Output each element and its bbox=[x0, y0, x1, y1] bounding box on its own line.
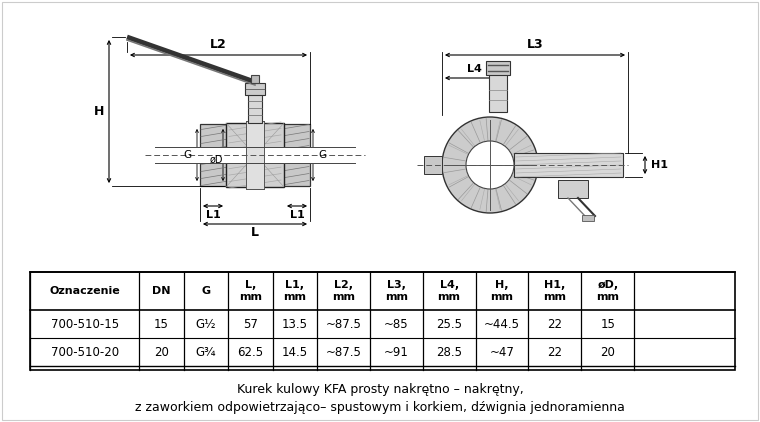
Text: 57: 57 bbox=[243, 317, 258, 330]
Text: H1: H1 bbox=[651, 160, 667, 170]
Bar bbox=[278, 124, 310, 186]
Text: z zaworkiem odpowietrzająco– spustowym i korkiem, dźwignia jednoramienna: z zaworkiem odpowietrzająco– spustowym i… bbox=[135, 401, 625, 414]
Circle shape bbox=[466, 141, 514, 189]
Bar bbox=[200, 124, 232, 186]
Text: H,
mm: H, mm bbox=[490, 280, 514, 302]
Text: 20: 20 bbox=[600, 346, 615, 359]
Text: G: G bbox=[184, 150, 192, 160]
Bar bbox=[558, 180, 588, 198]
Text: 22: 22 bbox=[547, 346, 562, 359]
Bar bbox=[246, 121, 264, 189]
Text: øD,
mm: øD, mm bbox=[597, 280, 619, 302]
Text: 25.5: 25.5 bbox=[436, 317, 462, 330]
Bar bbox=[514, 153, 623, 177]
Text: L3,
mm: L3, mm bbox=[385, 280, 408, 302]
Text: L4: L4 bbox=[467, 64, 482, 74]
Text: H: H bbox=[93, 105, 104, 118]
Text: ~47: ~47 bbox=[489, 346, 515, 359]
Text: H1,
mm: H1, mm bbox=[543, 280, 566, 302]
Text: ~87.5: ~87.5 bbox=[325, 317, 361, 330]
Bar bbox=[155, 147, 355, 163]
Text: 15: 15 bbox=[154, 317, 169, 330]
Text: 14.5: 14.5 bbox=[282, 346, 308, 359]
Text: 22: 22 bbox=[547, 317, 562, 330]
Text: G¾: G¾ bbox=[195, 346, 216, 359]
Text: L4,
mm: L4, mm bbox=[438, 280, 461, 302]
Text: L1: L1 bbox=[290, 210, 304, 220]
Text: G: G bbox=[318, 150, 326, 160]
Text: L2: L2 bbox=[210, 38, 227, 51]
Text: 13.5: 13.5 bbox=[282, 317, 308, 330]
Bar bbox=[251, 75, 259, 83]
Text: Oznaczenie: Oznaczenie bbox=[49, 286, 120, 296]
Text: ~44.5: ~44.5 bbox=[484, 317, 520, 330]
Text: ~87.5: ~87.5 bbox=[325, 346, 361, 359]
Bar bbox=[489, 72, 507, 112]
Bar bbox=[248, 93, 262, 123]
Text: G: G bbox=[201, 286, 211, 296]
Text: L3: L3 bbox=[527, 38, 543, 51]
Text: ~91: ~91 bbox=[384, 346, 409, 359]
Text: Kurek kulowy KFA prosty nakrętno – nakrętny,: Kurek kulowy KFA prosty nakrętno – nakrę… bbox=[236, 384, 524, 397]
Bar bbox=[30, 272, 735, 370]
Text: ~85: ~85 bbox=[384, 317, 409, 330]
Text: DN: DN bbox=[152, 286, 171, 296]
Bar bbox=[582, 215, 594, 221]
Text: G½: G½ bbox=[195, 317, 216, 330]
Text: L1: L1 bbox=[206, 210, 220, 220]
Text: 28.5: 28.5 bbox=[436, 346, 462, 359]
Text: L2,
mm: L2, mm bbox=[332, 280, 355, 302]
Bar bbox=[424, 156, 442, 174]
Text: 700-510-20: 700-510-20 bbox=[51, 346, 119, 359]
Text: L,
mm: L, mm bbox=[239, 280, 261, 302]
Text: 15: 15 bbox=[600, 317, 615, 330]
Bar bbox=[245, 83, 265, 95]
Text: 700-510-15: 700-510-15 bbox=[51, 317, 119, 330]
Bar bbox=[226, 123, 284, 187]
Text: øD: øD bbox=[210, 155, 223, 165]
Text: 62.5: 62.5 bbox=[237, 346, 264, 359]
Text: L: L bbox=[251, 227, 259, 240]
Text: 20: 20 bbox=[154, 346, 169, 359]
Bar bbox=[486, 61, 510, 75]
Text: L1,
mm: L1, mm bbox=[283, 280, 306, 302]
Circle shape bbox=[442, 117, 538, 213]
